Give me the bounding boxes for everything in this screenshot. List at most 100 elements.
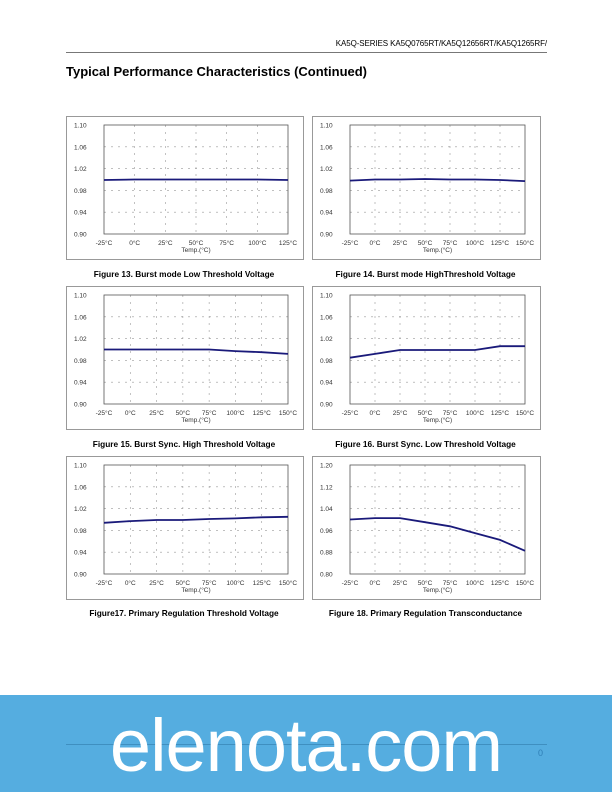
line-chart: 0.90 0.94 0.98 1.02 1.06 1.10 -25°C 0°C 25°C 50°C… xyxy=(320,293,534,425)
y-tick-label: 1.20 xyxy=(320,463,333,470)
x-tick-label: 150°C xyxy=(516,409,534,417)
data-series-line xyxy=(349,178,526,182)
y-tick-label: 1.06 xyxy=(320,144,333,151)
x-tick-label: 25°C xyxy=(149,579,164,587)
x-tick-label: -25°C xyxy=(96,409,113,417)
x-tick-label: 0°C xyxy=(125,579,136,587)
y-tick-label: 1.10 xyxy=(74,293,87,300)
x-tick-label: 150°C xyxy=(279,409,297,417)
plot-area xyxy=(349,124,526,235)
x-tick-label: 100°C xyxy=(466,239,484,247)
x-tick-label: 25°C xyxy=(158,239,173,247)
y-tick-label: 0.90 xyxy=(320,232,333,239)
x-axis-label: Temp.(°C) xyxy=(181,586,210,594)
x-tick-label: 25°C xyxy=(393,409,408,417)
y-tick-label: 0.98 xyxy=(74,188,87,195)
line-chart: 0.90 0.94 0.98 1.02 1.06 1.10 -25°C 0°C 25°C 50°C… xyxy=(74,123,297,255)
y-tick-label: 0.90 xyxy=(74,232,87,239)
x-tick-label: 125°C xyxy=(491,579,509,587)
footer-divider xyxy=(66,744,547,745)
y-tick-label: 0.90 xyxy=(320,402,333,409)
y-tick-label: 0.98 xyxy=(320,358,333,365)
y-tick-label: 0.98 xyxy=(74,528,87,535)
x-tick-label: 75°C xyxy=(443,579,458,587)
x-tick-label: 100°C xyxy=(226,579,244,587)
figure-caption: Figure 14. Burst mode HighThreshold Volt… xyxy=(335,269,516,279)
y-tick-label: 0.94 xyxy=(74,210,87,217)
y-tick-label: 0.88 xyxy=(320,550,333,557)
x-tick-label: 100°C xyxy=(466,579,484,587)
figure-caption: Figure 16. Burst Sync. Low Threshold Vol… xyxy=(335,439,516,449)
watermark-text: elenota.com xyxy=(109,704,503,787)
x-tick-label: 50°C xyxy=(176,579,191,587)
x-tick-label: 50°C xyxy=(418,579,433,587)
x-axis-label: Temp.(°C) xyxy=(423,416,452,424)
x-tick-label: 50°C xyxy=(189,239,204,247)
x-tick-label: 0°C xyxy=(129,239,140,247)
x-tick-label: -25°C xyxy=(342,579,359,587)
y-tick-label: 0.98 xyxy=(74,358,87,365)
x-tick-label: 75°C xyxy=(219,239,234,247)
y-tick-label: 1.02 xyxy=(320,336,333,343)
y-tick-label: 1.10 xyxy=(74,463,87,470)
header-divider xyxy=(66,52,547,53)
data-series-line xyxy=(349,345,525,359)
y-tick-label: 0.90 xyxy=(74,572,87,579)
x-tick-label: 50°C xyxy=(418,409,433,417)
x-tick-label: 0°C xyxy=(370,579,381,587)
y-tick-label: 1.06 xyxy=(74,484,87,491)
page-title: Typical Performance Characteristics (Con… xyxy=(66,64,368,79)
plot-area xyxy=(103,464,289,575)
chart-frame xyxy=(66,456,304,600)
line-chart: 0.90 0.94 0.98 1.02 1.06 1.10 -25°C 0°C 25°C 50°C… xyxy=(74,293,297,425)
y-tick-label: 0.98 xyxy=(320,188,333,195)
y-tick-label: 0.90 xyxy=(74,402,87,409)
line-chart: 0.90 0.94 0.98 1.02 1.06 1.10 -25°C 0°C 25°C 50°C… xyxy=(74,463,297,595)
x-tick-label: 50°C xyxy=(418,239,433,247)
x-axis-label: Temp.(°C) xyxy=(423,586,452,594)
chart-frame xyxy=(66,286,304,430)
y-tick-label: 1.10 xyxy=(320,293,333,300)
y-tick-label: 1.10 xyxy=(320,123,333,130)
x-tick-label: 0°C xyxy=(370,409,381,417)
y-tick-label: 0.94 xyxy=(74,380,87,387)
y-tick-label: 1.02 xyxy=(74,166,87,173)
y-tick-label: 1.02 xyxy=(74,506,87,513)
plot-area xyxy=(349,464,526,575)
document-header: KA5Q-SERIES KA5Q0765RT/KA5Q12656RT/KA5Q1… xyxy=(335,39,547,48)
figure-caption: Figure 18. Primary Regulation Transcondu… xyxy=(328,608,523,618)
x-tick-label: 0°C xyxy=(125,409,136,417)
y-tick-label: 1.10 xyxy=(74,123,87,130)
x-axis-label: Temp.(°C) xyxy=(423,246,452,254)
x-tick-label: 100°C xyxy=(248,239,266,247)
x-tick-label: 75°C xyxy=(202,409,217,417)
y-tick-label: 0.96 xyxy=(320,528,333,535)
y-tick-label: 0.94 xyxy=(320,210,333,217)
x-tick-label: 150°C xyxy=(516,239,534,247)
y-tick-label: 1.06 xyxy=(74,144,87,151)
plot-area xyxy=(349,294,526,405)
chart-frame xyxy=(66,116,304,260)
x-tick-label: 25°C xyxy=(149,409,164,417)
x-tick-label: 25°C xyxy=(393,579,408,587)
x-tick-label: 125°C xyxy=(253,409,271,417)
page-number: 0 xyxy=(538,748,544,758)
x-tick-label: 75°C xyxy=(202,579,217,587)
data-series-line xyxy=(103,515,289,524)
figure-caption: Figure 13. Burst mode Low Threshold Volt… xyxy=(93,269,275,279)
figure-caption: Figure17. Primary Regulation Threshold V… xyxy=(89,608,279,618)
x-tick-label: 125°C xyxy=(491,239,509,247)
x-tick-label: -25°C xyxy=(96,579,113,587)
x-axis-label: Temp.(°C) xyxy=(181,246,210,254)
x-tick-label: -25°C xyxy=(342,409,359,417)
y-tick-label: 0.80 xyxy=(320,572,333,579)
x-tick-label: 125°C xyxy=(253,579,271,587)
y-tick-label: 0.94 xyxy=(320,380,333,387)
line-chart: 0.90 0.94 0.98 1.02 1.06 1.10 -25°C 0°C 25°C 50°C… xyxy=(320,123,534,255)
data-series-line xyxy=(104,348,289,355)
y-tick-label: 1.02 xyxy=(320,166,333,173)
x-tick-label: 125°C xyxy=(279,239,297,247)
x-tick-label: 100°C xyxy=(466,409,484,417)
y-tick-label: 1.12 xyxy=(320,484,333,491)
line-chart: 0.80 0.88 0.96 1.04 1.12 1.20 -25°C 0°C 25°C 50°C… xyxy=(320,463,534,595)
